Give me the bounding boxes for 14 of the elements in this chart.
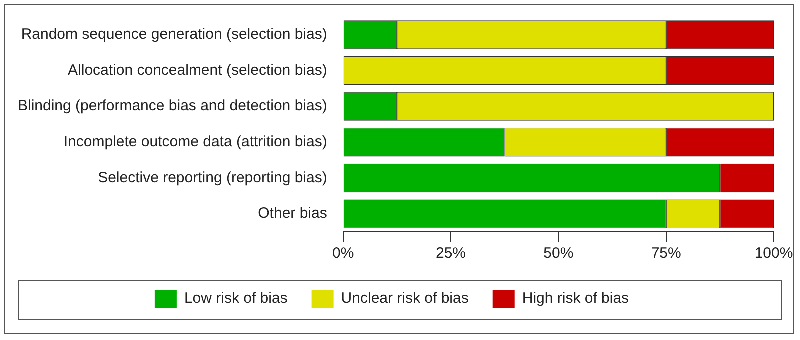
x-tick-label: 75% xyxy=(651,245,682,262)
y-tick-label: Blinding (performance bias and detection bias) xyxy=(18,98,328,115)
x-tick-label: 100% xyxy=(754,245,794,262)
y-tick-label: Allocation concealment (selection bias) xyxy=(68,62,328,79)
legend-label: Unclear risk of bias xyxy=(341,290,469,308)
y-tick-label: Incomplete outcome data (attrition bias) xyxy=(64,134,328,151)
x-tick-label: 25% xyxy=(436,245,466,262)
legend-label: High risk of bias xyxy=(522,290,630,308)
x-tick-label: 50% xyxy=(544,245,574,262)
y-tick-label: Selective reporting (reporting bias) xyxy=(98,169,328,186)
x-tick-label: 0% xyxy=(332,245,354,262)
legend-label: Low risk of bias xyxy=(184,290,288,308)
y-tick-label: Other bias xyxy=(258,205,328,222)
y-tick-label: Random sequence generation (selection bias) xyxy=(21,26,328,44)
